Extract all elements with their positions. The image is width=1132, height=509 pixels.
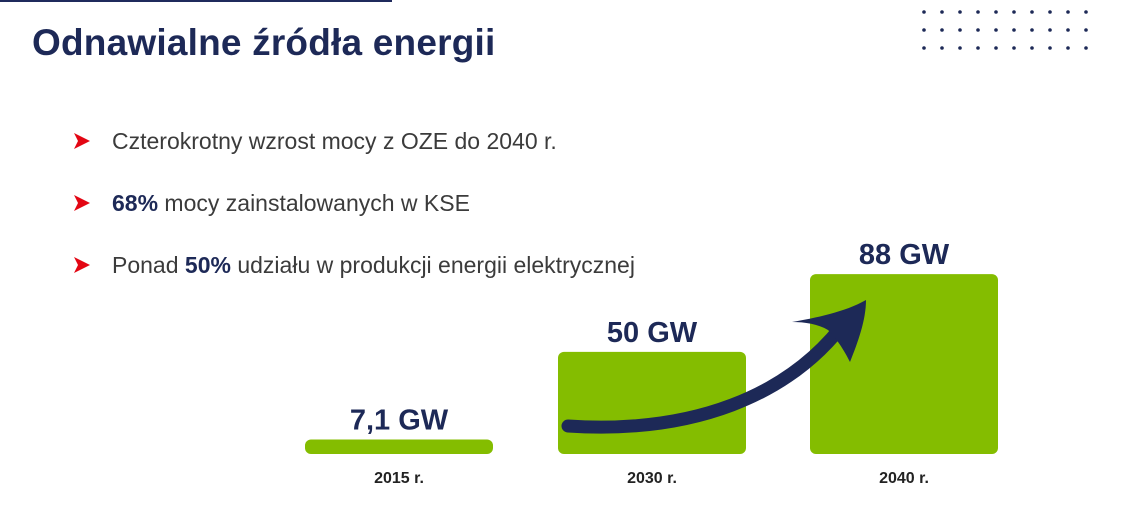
decor-dot (994, 46, 998, 50)
slide-title: Odnawialne źródła energii (32, 22, 496, 63)
bar-0 (305, 439, 493, 454)
dot-grid-icon (922, 10, 1088, 50)
decor-dot (1012, 28, 1016, 32)
decor-dot (940, 10, 944, 14)
bullet-text: mocy zainstalowanych w KSE (158, 190, 470, 216)
bullet-item-capacity-share: 68% mocy zainstalowanych w KSE (72, 188, 672, 218)
bullet-text: Czterokrotny wzrost mocy z OZE do 2040 r… (112, 128, 557, 154)
decor-dot (1066, 28, 1070, 32)
decor-dot (940, 46, 944, 50)
data-label-0: 7,1 GW (350, 404, 449, 436)
decor-dot (958, 28, 962, 32)
bullet-item-growth: Czterokrotny wzrost mocy z OZE do 2040 r… (72, 126, 672, 156)
category-label-2: 2040 r. (879, 470, 929, 487)
decor-dot (976, 46, 980, 50)
decor-dot (1066, 10, 1070, 14)
decor-dot (1066, 46, 1070, 50)
decor-dot (1030, 28, 1034, 32)
decor-dot (1012, 10, 1016, 14)
decor-dot (1012, 46, 1016, 50)
bar-1 (558, 351, 746, 454)
decor-dot (994, 28, 998, 32)
decor-dot (958, 46, 962, 50)
data-label-2: 88 GW (859, 239, 950, 271)
decor-dot (1030, 46, 1034, 50)
decor-dot (994, 10, 998, 14)
data-label-1: 50 GW (607, 317, 698, 349)
bullet-text: udziału w produkcji energii elektrycznej (230, 252, 635, 278)
bullet-text: Ponad (112, 252, 185, 278)
category-label-1: 2030 r. (627, 470, 677, 487)
decor-dot (922, 28, 926, 32)
decor-dot (1084, 46, 1088, 50)
bar-2 (810, 274, 998, 454)
decor-dot (976, 28, 980, 32)
curved-arrow-icon (561, 300, 866, 434)
top-divider-line (0, 0, 392, 2)
bullet-highlight: 50% (184, 252, 231, 278)
decor-dot (1048, 10, 1052, 14)
decor-dot (1048, 46, 1052, 50)
decor-dot (976, 10, 980, 14)
triangle-arrow-icon (74, 257, 90, 273)
decor-dot (1084, 10, 1088, 14)
bullet-item-production-share: Ponad 50% udziału w produkcji energii el… (72, 250, 672, 280)
triangle-arrow-icon (74, 133, 90, 149)
bullet-highlight: 68% (112, 190, 159, 216)
decor-dot (1030, 10, 1034, 14)
category-label-0: 2015 r. (374, 470, 424, 487)
decor-dot (940, 28, 944, 32)
decor-dot (922, 10, 926, 14)
decor-dot (922, 46, 926, 50)
decor-dot (958, 10, 962, 14)
triangle-arrow-icon (74, 195, 90, 211)
decor-dot (1084, 28, 1088, 32)
decor-dot (1048, 28, 1052, 32)
